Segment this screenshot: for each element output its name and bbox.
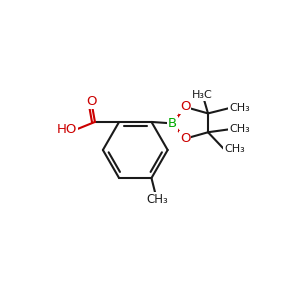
Text: O: O: [180, 100, 190, 113]
Text: CH₃: CH₃: [224, 144, 245, 154]
Text: HO: HO: [56, 123, 77, 136]
Text: CH₃: CH₃: [146, 193, 168, 206]
Text: O: O: [180, 132, 190, 145]
Text: CH₃: CH₃: [229, 103, 250, 113]
Text: CH₃: CH₃: [229, 124, 250, 134]
Text: O: O: [86, 95, 97, 108]
Text: B: B: [168, 117, 177, 130]
Text: H₃C: H₃C: [192, 90, 213, 100]
